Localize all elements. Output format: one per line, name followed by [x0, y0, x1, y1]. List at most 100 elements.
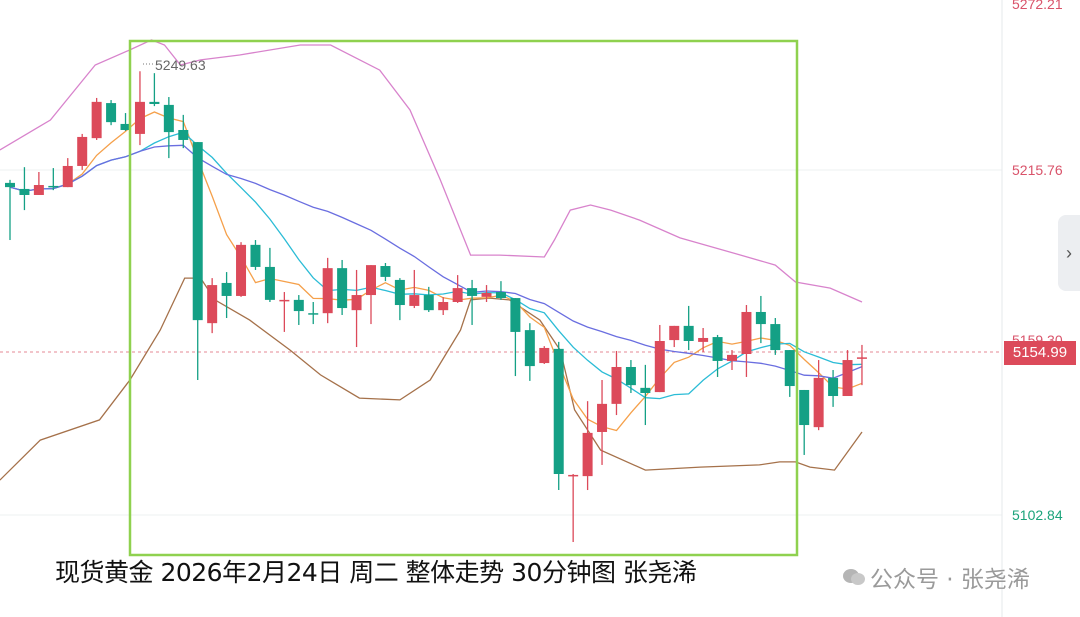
candle-body: [106, 103, 117, 123]
candle-body: [178, 129, 189, 140]
candle: [394, 278, 405, 321]
candle-body: [452, 288, 463, 302]
candle-body: [524, 330, 535, 367]
candle: [770, 318, 781, 355]
candle: [582, 401, 593, 491]
last-price-badge: 5154.99: [1004, 341, 1076, 365]
candle: [207, 278, 218, 334]
candle: [481, 285, 492, 302]
candle: [366, 265, 376, 325]
max-marker: 5249.63: [143, 57, 206, 73]
candle: [149, 73, 160, 107]
candle: [712, 334, 723, 377]
candle-body: [409, 295, 420, 306]
candle: [813, 360, 824, 431]
candle: [423, 286, 434, 312]
candle: [755, 295, 766, 344]
candle-body: [683, 325, 694, 341]
candle: [727, 350, 737, 371]
candle-body: [669, 325, 680, 341]
candle-body: [163, 104, 174, 133]
candle: [842, 350, 853, 397]
candle: [539, 346, 550, 364]
candle: [669, 325, 680, 348]
candle: [293, 295, 304, 325]
candle-body: [727, 354, 737, 361]
candle: [452, 275, 463, 303]
candle: [828, 370, 839, 407]
candle-body: [351, 295, 362, 311]
candle: [568, 474, 579, 543]
candle: [33, 172, 44, 195]
candle: [683, 305, 694, 351]
candle-body: [77, 136, 88, 166]
candle: [467, 279, 478, 325]
watermark: 公众号 · 张尧浠: [842, 560, 1030, 594]
candle-body: [264, 266, 275, 300]
candle-body: [207, 285, 218, 324]
watermark-text: 公众号 · 张尧浠: [870, 567, 1030, 593]
candle: [264, 247, 275, 302]
candle-body: [423, 295, 434, 311]
chart-caption: 现货黄金 2026年2月24日 周二 整体走势 30分钟图 张尧浠: [55, 558, 697, 587]
candle: [192, 142, 203, 380]
candle: [351, 269, 362, 348]
candle: [62, 158, 73, 188]
candle-body: [380, 266, 391, 277]
candle-body: [149, 101, 160, 104]
candle: [134, 71, 145, 146]
candle: [163, 97, 174, 159]
candle: [640, 364, 651, 426]
y-tick-label: 5215.76: [1012, 162, 1063, 178]
moving-averages: [9, 111, 863, 432]
candle: [19, 167, 30, 211]
candle-body: [394, 279, 405, 306]
candle-body: [19, 188, 30, 195]
candle: [5, 179, 15, 241]
candles: [5, 71, 867, 543]
candle: [178, 114, 189, 149]
price-axis[interactable]: 5272.21 5215.76 5159.30 5102.84: [1012, 0, 1063, 523]
y-tick-label: 5272.21: [1012, 0, 1063, 12]
candle-body: [553, 348, 564, 475]
max-marker-label: 5249.63: [155, 57, 206, 73]
candle: [380, 263, 391, 282]
candle: [510, 298, 521, 377]
candle: [279, 292, 290, 332]
candle-body: [495, 292, 506, 299]
candle: [799, 389, 810, 455]
candle-body: [279, 299, 290, 302]
y-tick-label: 5102.84: [1012, 507, 1063, 523]
candle: [409, 269, 420, 309]
candle: [597, 379, 608, 465]
candle-body: [698, 337, 709, 342]
candle: [221, 272, 232, 319]
candle-body: [62, 165, 73, 188]
candle-body: [293, 299, 304, 312]
candle-body: [813, 377, 824, 428]
candle: [106, 100, 117, 126]
candle-body: [741, 311, 752, 354]
candle: [741, 305, 752, 377]
candle: [654, 324, 665, 393]
candle: [337, 259, 348, 315]
candle: [250, 240, 261, 270]
candle: [698, 327, 709, 352]
expand-panel-button[interactable]: ›: [1058, 215, 1080, 291]
candle-body: [5, 182, 15, 188]
candle: [524, 323, 535, 381]
candle-body: [770, 324, 781, 351]
candle-body: [784, 350, 795, 387]
candle-body: [438, 301, 449, 311]
chevron-right-icon: ›: [1066, 242, 1072, 263]
candle-body: [337, 268, 348, 309]
candle: [91, 97, 102, 140]
candle: [48, 168, 59, 191]
candle-body: [192, 142, 203, 321]
candle: [784, 350, 795, 397]
candle-body: [221, 282, 232, 296]
candle-body: [625, 366, 636, 386]
candle: [120, 113, 131, 131]
candle-body: [48, 185, 59, 188]
